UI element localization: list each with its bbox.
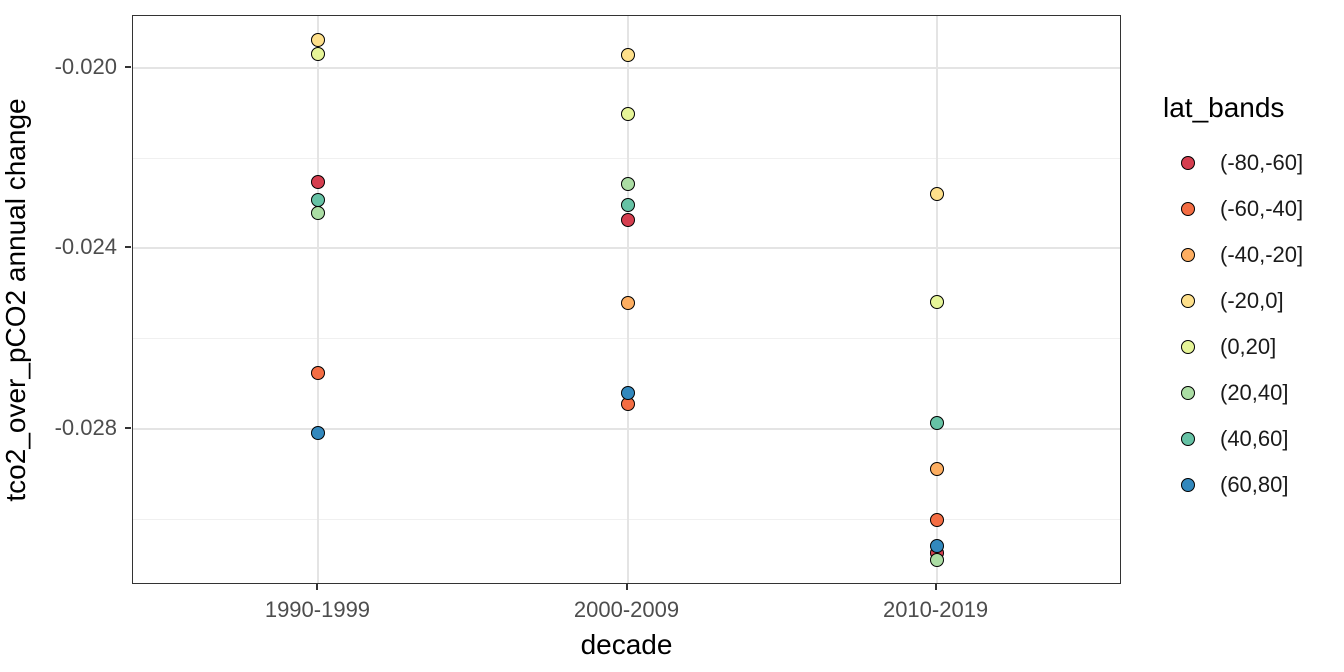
plot-panel	[132, 15, 1121, 584]
legend-item-label: (-80,-60]	[1220, 150, 1304, 175]
legend-key-dot	[1181, 202, 1195, 216]
y-tick-mark	[125, 426, 131, 429]
y-tick-label: -0.020	[54, 53, 117, 79]
legend-item-label: (0,20]	[1220, 334, 1277, 359]
data-point	[929, 538, 944, 553]
legend-item-label: (40,60]	[1220, 426, 1289, 451]
y-tick-mark	[125, 246, 131, 249]
legend-key-dot	[1181, 432, 1195, 446]
data-point	[620, 385, 635, 400]
y-tick-label: -0.024	[54, 234, 117, 260]
legend-item: (-40,-20]	[1163, 232, 1343, 278]
legend-items: (-80,-60] (-60,-40] (-40,-20] (-20,0] (0,20]…	[1163, 140, 1343, 508]
legend-item: (0,20]	[1163, 324, 1343, 370]
legend-item-label: (-40,-20]	[1220, 242, 1304, 267]
data-point	[929, 552, 944, 567]
data-point	[620, 198, 635, 213]
data-point	[620, 295, 635, 310]
data-point	[929, 462, 944, 477]
legend-key-dot	[1181, 294, 1195, 308]
data-point	[929, 295, 944, 310]
data-point	[620, 176, 635, 191]
data-point	[311, 193, 326, 208]
legend-item: (-20,0]	[1163, 278, 1343, 324]
legend-item-label: (-20,0]	[1220, 288, 1284, 313]
legend-item: (40,60]	[1163, 416, 1343, 462]
x-tick-mark	[625, 584, 628, 590]
legend-key-dot	[1181, 386, 1195, 400]
data-point	[929, 513, 944, 528]
x-tick-label: 2000-2009	[573, 597, 680, 622]
data-point	[620, 106, 635, 121]
x-axis-title: decade	[580, 629, 673, 660]
legend-title: lat_bands	[1163, 92, 1285, 123]
data-point	[311, 425, 326, 440]
data-point	[620, 47, 635, 62]
x-tick-mark	[934, 584, 937, 590]
y-axis-title: tco2_over_pCO2 annual change	[0, 98, 31, 502]
legend-item: (-80,-60]	[1163, 140, 1343, 186]
x-tick-label: 1990-1999	[264, 597, 371, 622]
legend-item: (-60,-40]	[1163, 186, 1343, 232]
legend-item: (60,80]	[1163, 462, 1343, 508]
data-point	[929, 186, 944, 201]
y-tick-label: -0.028	[54, 414, 117, 440]
legend-item-label: (60,80]	[1220, 472, 1289, 497]
y-tick-mark	[125, 65, 131, 68]
gridline-category	[317, 16, 320, 583]
data-point	[311, 205, 326, 220]
legend-key-dot	[1181, 248, 1195, 262]
legend-key-dot	[1181, 340, 1195, 354]
data-point	[311, 46, 326, 61]
data-point	[311, 32, 326, 47]
data-point	[311, 175, 326, 190]
legend-key-dot	[1181, 478, 1195, 492]
x-tick-label: 2010-2019	[882, 597, 989, 622]
data-point	[620, 212, 635, 227]
data-point	[929, 416, 944, 430]
legend-item: (20,40]	[1163, 370, 1343, 416]
x-tick-mark	[316, 584, 319, 590]
legend: lat_bands (-80,-60] (-60,-40] (-40,-20] (-2…	[1163, 92, 1343, 508]
legend-item-label: (20,40]	[1220, 380, 1289, 405]
data-point	[311, 365, 326, 380]
legend-item-label: (-60,-40]	[1220, 196, 1304, 221]
legend-key-dot	[1181, 156, 1195, 170]
